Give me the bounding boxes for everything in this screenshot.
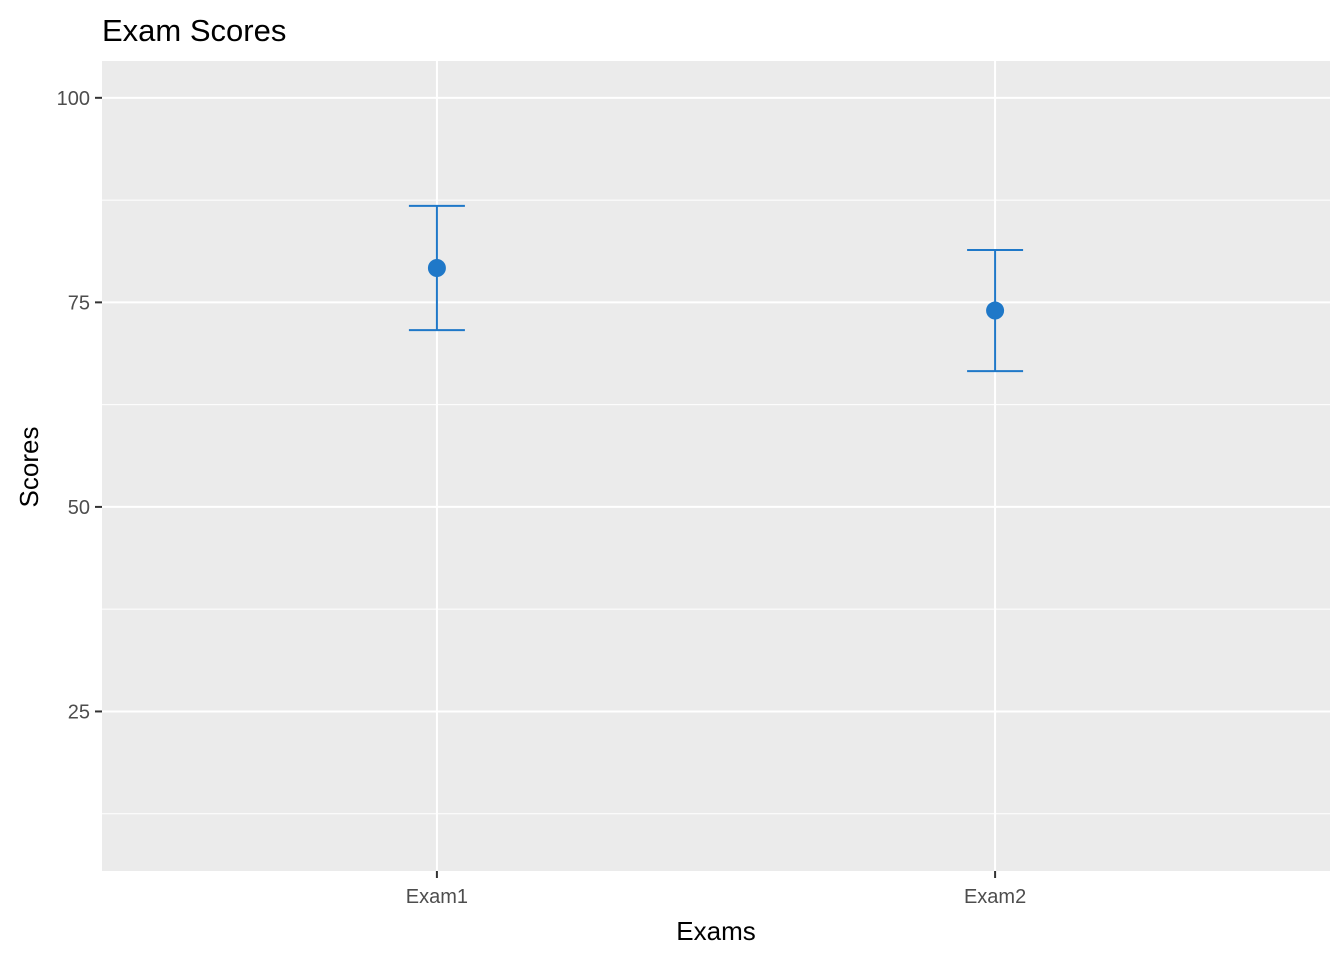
- data-point: [427, 259, 446, 277]
- x-tick-label: Exam1: [406, 886, 468, 908]
- x-axis-title: Exams: [676, 916, 755, 946]
- x-tick-label: Exam2: [964, 886, 1026, 908]
- y-axis-title: Scores: [14, 427, 44, 508]
- y-tick-label: 25: [68, 701, 90, 723]
- axis-ticks: 25 50 75 100 Exam1 Exam2: [57, 88, 1027, 908]
- grid-lines: [102, 61, 1330, 871]
- y-tick-label: 50: [68, 497, 90, 519]
- plot-panel: [102, 61, 1330, 871]
- y-tick-label: 75: [68, 292, 90, 314]
- data-point: [986, 301, 1005, 320]
- data-layer: [408, 204, 1024, 373]
- y-tick-label: 100: [57, 88, 90, 110]
- chart-title: Exam Scores: [102, 13, 286, 48]
